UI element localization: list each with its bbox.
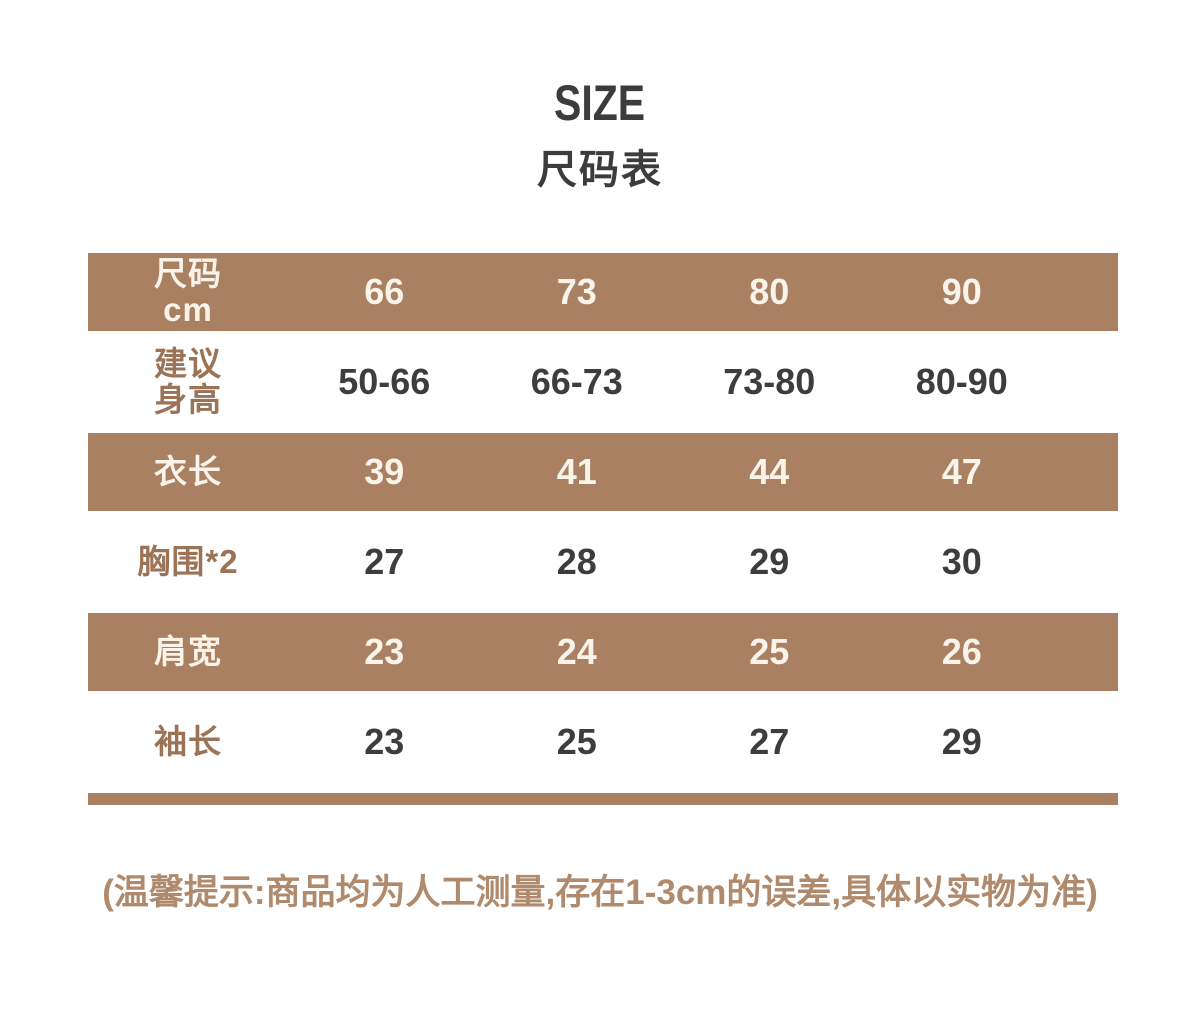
value-cell: 80-90	[915, 361, 1008, 402]
value-cell: 29	[941, 721, 982, 762]
row-label-height: 建议 身高	[88, 344, 288, 419]
header-size-73: 73	[556, 271, 597, 312]
size-table: 尺码 cm 66 73 80 90 建议 身高 50-66 66-73 73-8…	[88, 253, 1118, 805]
value-cell: 39	[364, 451, 405, 492]
table-row-sleeve: 袖长 23 25 27 29	[88, 691, 1118, 793]
row-label-sleeve: 袖长	[88, 722, 288, 760]
value-cell: 30	[941, 541, 982, 582]
table-bottom-bar	[88, 793, 1118, 805]
row-label-text: 袖长	[154, 722, 222, 760]
value-cell: 25	[556, 721, 597, 762]
value-cell: 25	[749, 631, 790, 672]
value-cell: 26	[941, 631, 982, 672]
row-label-text: 胸围*2	[137, 542, 239, 580]
table-row-chest: 胸围*2 27 28 29 30	[88, 511, 1118, 613]
row-cells: 23 25 27 29	[288, 721, 1058, 763]
value-cell: 66-73	[530, 361, 623, 402]
page-subtitle: 尺码表	[537, 148, 663, 192]
value-cell: 27	[364, 541, 405, 582]
header-size-90: 90	[941, 271, 982, 312]
table-row-garment-length: 衣长 39 41 44 47	[88, 433, 1118, 511]
row-label-height-line1: 建议	[154, 344, 222, 382]
row-label-text: 肩宽	[154, 632, 222, 670]
header-size-80: 80	[749, 271, 790, 312]
value-cell: 29	[749, 541, 790, 582]
row-label-height-line2: 身高	[154, 381, 222, 418]
row-cells: 23 24 25 26	[288, 631, 1058, 673]
value-cell: 28	[556, 541, 597, 582]
header-size-66: 66	[364, 271, 405, 312]
page-title: SIZE	[0, 74, 1200, 132]
row-cells: 39 41 44 47	[288, 451, 1058, 493]
value-cell: 47	[941, 451, 982, 492]
row-label-garment-length: 衣长	[88, 452, 288, 490]
value-cell: 50-66	[338, 361, 431, 402]
header-label-line1: 尺码	[154, 254, 222, 292]
value-cell: 44	[749, 451, 790, 492]
footer-note: (温馨提示:商品均为人工测量,存在1-3cm的误差,具体以实物为准)	[102, 873, 1098, 912]
row-label-shoulder: 肩宽	[88, 632, 288, 670]
value-cell: 23	[364, 631, 405, 672]
value-cell: 23	[364, 721, 405, 762]
table-header-row: 尺码 cm 66 73 80 90	[88, 253, 1118, 331]
header-label: 尺码 cm	[88, 254, 288, 329]
table-row-shoulder: 肩宽 23 24 25 26	[88, 613, 1118, 691]
row-cells: 50-66 66-73 73-80 80-90	[288, 361, 1058, 403]
row-cells: 27 28 29 30	[288, 541, 1058, 583]
header-cells: 66 73 80 90	[288, 271, 1058, 313]
row-label-text: 衣长	[154, 452, 222, 490]
value-cell: 27	[749, 721, 790, 762]
row-label-chest: 胸围*2	[88, 542, 288, 580]
value-cell: 24	[556, 631, 597, 672]
header-label-line2: cm	[163, 291, 213, 328]
table-row-height: 建议 身高 50-66 66-73 73-80 80-90	[88, 331, 1118, 433]
value-cell: 41	[556, 451, 597, 492]
value-cell: 73-80	[723, 361, 816, 402]
page-title-text: SIZE	[554, 75, 646, 131]
